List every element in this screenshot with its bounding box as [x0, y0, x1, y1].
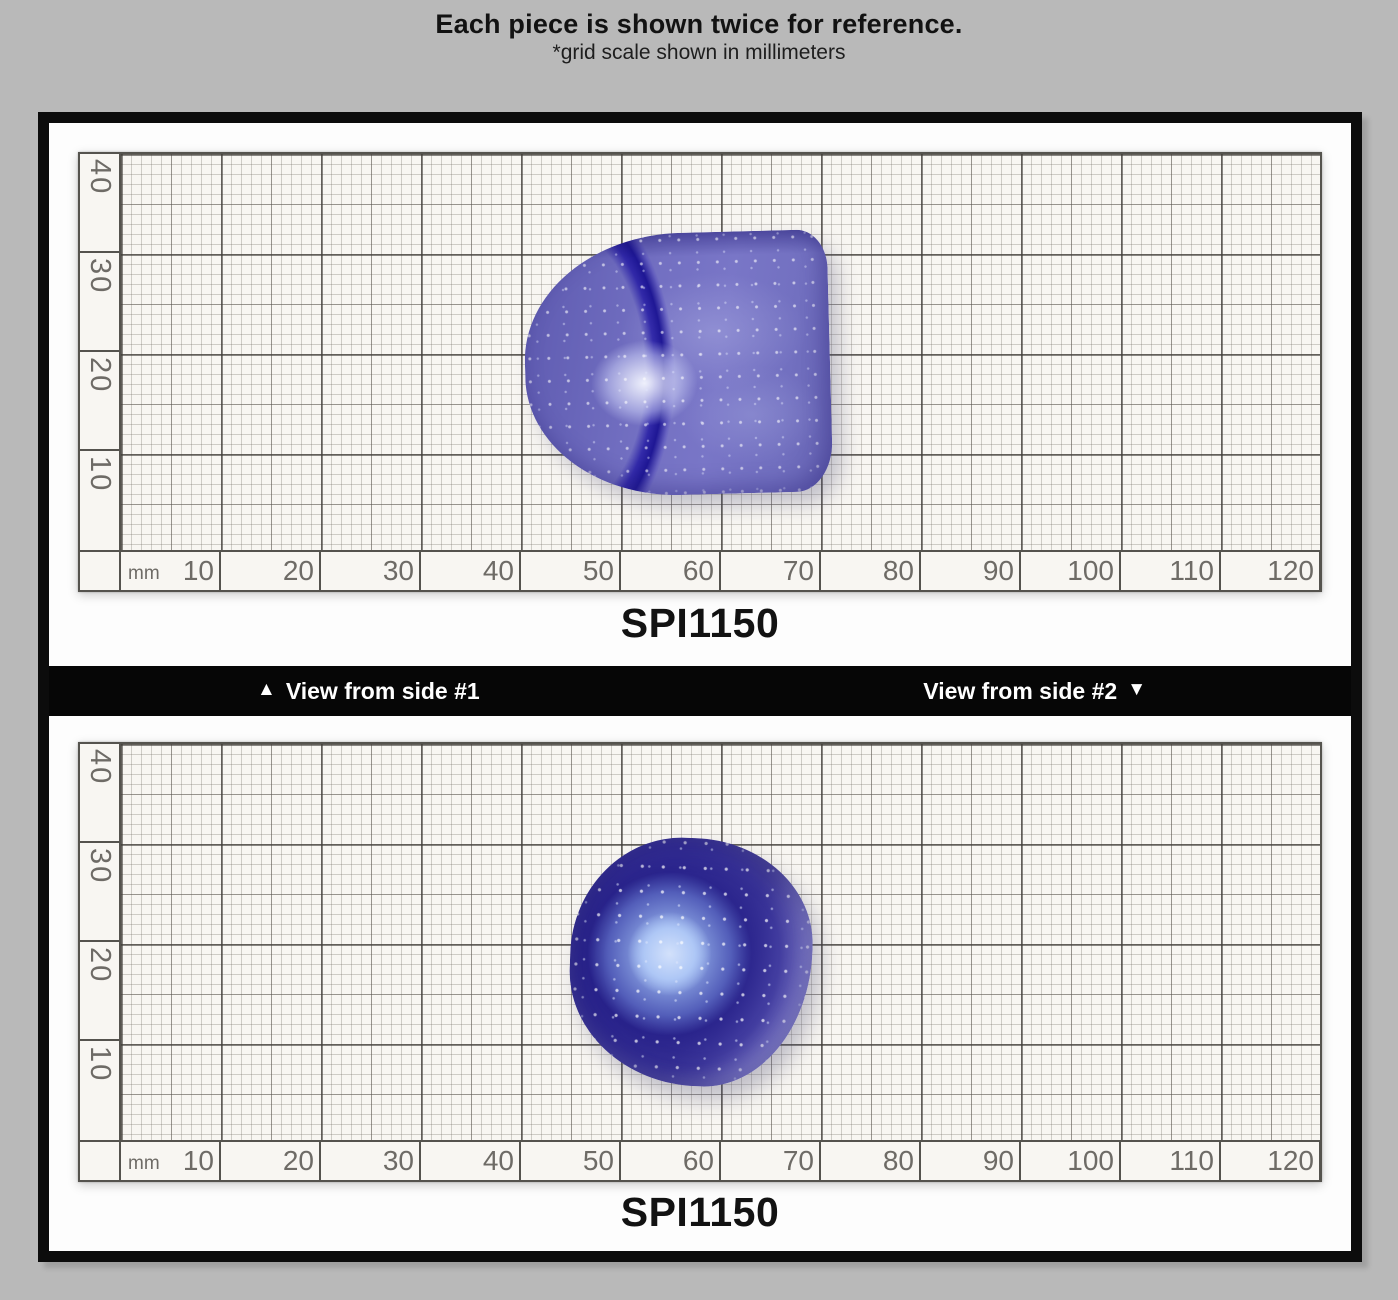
panel-side1: 40 30 20 10 10 20 30 40 50 60 70 80 90 100 110 120 mm …: [49, 123, 1351, 666]
vertical-ruler-cell: 20: [80, 352, 119, 451]
photo-frame: 40 30 20 10 10 20 30 40 50 60 70 80 90 100 110 120 mm …: [38, 112, 1362, 1262]
horizontal-ruler-cell: 100: [1021, 552, 1121, 590]
horizontal-ruler-cell: 50: [521, 552, 621, 590]
view-label-side2-text: View from side #2: [923, 677, 1118, 704]
ruler-corner-cell: [80, 1142, 121, 1180]
horizontal-ruler-cell: 120: [1221, 552, 1321, 590]
horizontal-ruler-cell: 80: [821, 552, 921, 590]
header-subtitle: *grid scale shown in millimeters: [552, 41, 846, 64]
horizontal-ruler-cell: 40: [421, 1142, 521, 1180]
sku-label-side1: SPI1150: [620, 600, 780, 646]
down-triangle-icon: ▼: [1127, 679, 1146, 700]
vertical-ruler-cell: 10: [84, 1046, 116, 1083]
horizontal-ruler-cell: 20: [221, 552, 321, 590]
horizontal-ruler: 10 20 30 40 50 60 70 80 90 100 110 120 mm: [78, 552, 1322, 592]
grid-paper: [119, 152, 1322, 552]
vertical-ruler-labels: 40 30 20 10: [80, 154, 119, 550]
horizontal-ruler-cell: 10: [121, 552, 221, 590]
horizontal-ruler-cell: 40: [421, 552, 521, 590]
horizontal-ruler-cell: 50: [521, 1142, 621, 1180]
view-label-side2: View from side #2 ▼: [923, 678, 1146, 705]
vertical-ruler-labels: 40 30 20 10: [80, 744, 119, 1140]
grid-photo-side1: 40 30 20 10 10 20 30 40 50 60 70 80 90 100 110 120 mm: [78, 152, 1322, 592]
horizontal-ruler-cell: 30: [321, 1142, 421, 1180]
grid-photo-side2: 40 30 20 10 10 20 30 40 50 60 70 80 90 100 110 120 mm: [78, 742, 1322, 1182]
vertical-ruler-cell: 30: [80, 843, 119, 942]
grid-paper: [119, 742, 1322, 1142]
ruler-unit-label: mm: [128, 563, 160, 584]
vertical-ruler-cell: 40: [80, 744, 119, 843]
ruler-unit-label: mm: [128, 1153, 160, 1174]
vertical-ruler-cell: 20: [80, 942, 119, 1041]
horizontal-ruler-cell: 20: [221, 1142, 321, 1180]
horizontal-ruler-cell: 90: [921, 552, 1021, 590]
horizontal-ruler-cell: 10: [121, 1142, 221, 1180]
horizontal-ruler-cell: 70: [721, 1142, 821, 1180]
up-triangle-icon: ▲: [257, 679, 276, 700]
view-label-side1-text: View from side #1: [285, 677, 480, 704]
header-title: Each piece is shown twice for reference.: [435, 9, 963, 39]
horizontal-ruler-cell: 60: [621, 1142, 721, 1180]
horizontal-ruler-labels: 10 20 30 40 50 60 70 80 90 100 110 120: [121, 1142, 1321, 1180]
view-label-side1: ▲ View from side #1: [257, 678, 480, 705]
glass-piece-side1: [521, 229, 834, 499]
horizontal-ruler-cell: 100: [1021, 1142, 1121, 1180]
horizontal-ruler-cell: 80: [821, 1142, 921, 1180]
vertical-ruler-cell: 30: [80, 253, 119, 352]
horizontal-ruler-cell: 30: [321, 552, 421, 590]
sku-label-side2: SPI1150: [620, 1189, 780, 1235]
horizontal-ruler-cell: 110: [1121, 1142, 1221, 1180]
page-header: Each piece is shown twice for reference.…: [0, 0, 1398, 65]
horizontal-ruler-cell: 120: [1221, 1142, 1321, 1180]
panel-side2: 40 30 20 10 10 20 30 40 50 60 70 80 90 100 110 120 mm …: [49, 716, 1351, 1251]
view-divider-bar: ▲ View from side #1 View from side #2 ▼: [49, 666, 1351, 716]
ruler-corner-cell: [80, 552, 121, 590]
horizontal-ruler: 10 20 30 40 50 60 70 80 90 100 110 120 mm: [78, 1142, 1322, 1182]
vertical-ruler-cell: 40: [80, 154, 119, 253]
horizontal-ruler-cell: 70: [721, 552, 821, 590]
vertical-ruler-cell: 10: [84, 456, 116, 493]
vertical-ruler: 40 30 20 10: [78, 742, 121, 1142]
glass-piece-side2: [565, 833, 817, 1091]
horizontal-ruler-cell: 90: [921, 1142, 1021, 1180]
vertical-ruler: 40 30 20 10: [78, 152, 121, 552]
horizontal-ruler-labels: 10 20 30 40 50 60 70 80 90 100 110 120: [121, 552, 1321, 590]
horizontal-ruler-cell: 60: [621, 552, 721, 590]
horizontal-ruler-cell: 110: [1121, 552, 1221, 590]
